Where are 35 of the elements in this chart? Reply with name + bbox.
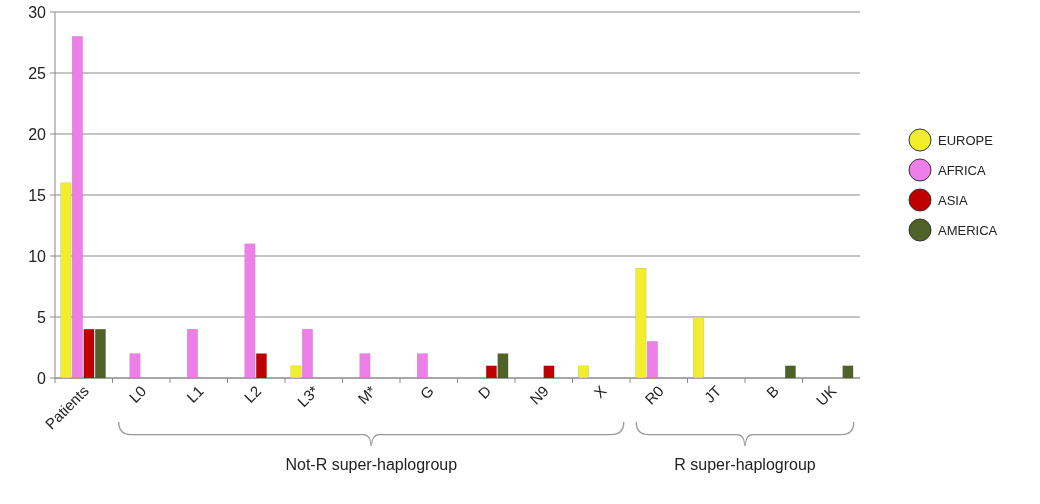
text: R super-haplogroup xyxy=(674,456,816,473)
bar xyxy=(842,365,854,379)
y-tick-label: 20 xyxy=(28,125,47,143)
x-tick-label: JT xyxy=(700,382,725,406)
x-tick-label: UK xyxy=(812,382,840,409)
y-tick-label: 25 xyxy=(28,64,47,82)
x-tick-label: G xyxy=(416,382,437,403)
x-tick-label: B xyxy=(762,382,782,402)
y-tick-label: 10 xyxy=(28,247,47,265)
bar xyxy=(785,365,796,379)
bar xyxy=(359,353,371,379)
x-tick-label: L0 xyxy=(125,382,150,406)
text: Not-R super-haplogroup xyxy=(285,456,458,473)
legend-label: AFRICA xyxy=(938,162,986,178)
bar xyxy=(129,353,141,379)
bar xyxy=(578,365,589,379)
legend-label: ASIA xyxy=(938,192,968,208)
x-tick-label: X xyxy=(590,382,610,402)
bar xyxy=(187,328,198,379)
bar xyxy=(693,316,704,379)
y-tick-label: 15 xyxy=(28,186,47,204)
legend-label: AMERICA xyxy=(938,222,998,238)
x-tick-label: R0 xyxy=(641,382,667,408)
x-tick-label: D xyxy=(474,381,495,402)
y-tick-label: 5 xyxy=(37,308,47,326)
x-tick-label: N9 xyxy=(526,382,552,408)
x-tick-label: L2 xyxy=(240,382,265,406)
y-tick-label: 0 xyxy=(37,369,47,387)
y-tick-label: 30 xyxy=(28,3,47,21)
x-tick-label: L3* xyxy=(293,381,322,411)
x-tick-label: M* xyxy=(354,381,380,408)
bar xyxy=(543,365,555,379)
x-tick-label: L1 xyxy=(183,382,207,406)
legend-label: EUROPE xyxy=(938,132,994,148)
bar xyxy=(417,353,428,379)
